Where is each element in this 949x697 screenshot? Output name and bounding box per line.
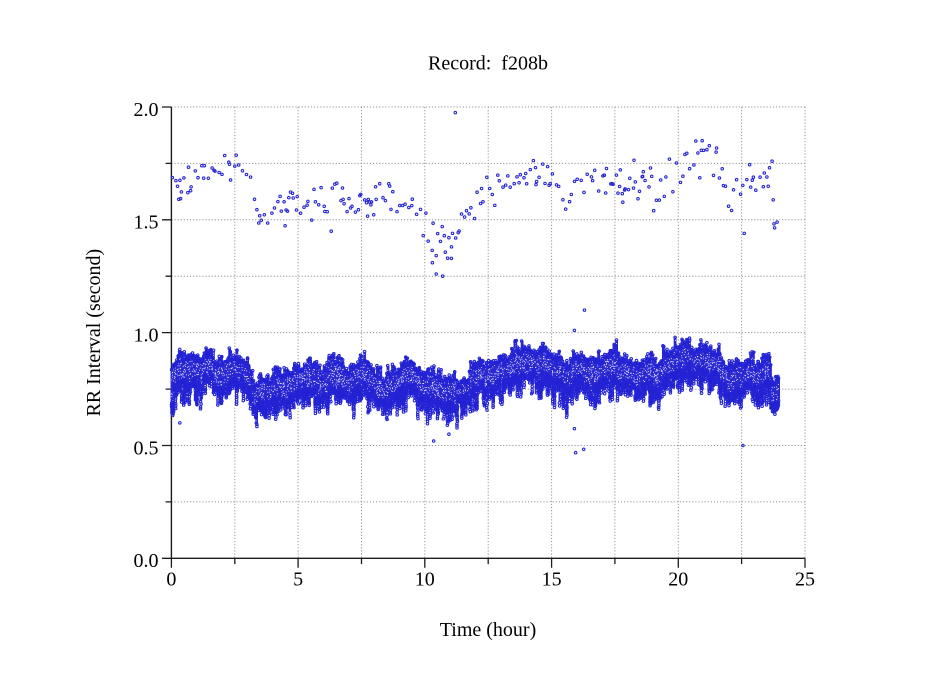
svg-text:0.0: 0.0: [134, 550, 159, 572]
svg-text:Record: f208b: Record: f208b: [428, 53, 548, 75]
svg-text:25: 25: [795, 569, 815, 591]
svg-text:0.5: 0.5: [134, 437, 159, 459]
svg-text:2.0: 2.0: [134, 99, 159, 121]
svg-text:1.0: 1.0: [134, 324, 159, 346]
svg-text:1.5: 1.5: [134, 212, 159, 234]
svg-text:15: 15: [542, 569, 562, 591]
svg-text:10: 10: [415, 569, 435, 591]
svg-text:Time (hour): Time (hour): [440, 619, 536, 641]
svg-text:0: 0: [166, 569, 176, 591]
svg-text:RR Interval (second): RR Interval (second): [83, 249, 105, 417]
svg-text:20: 20: [668, 569, 688, 591]
svg-text:5: 5: [293, 569, 303, 591]
